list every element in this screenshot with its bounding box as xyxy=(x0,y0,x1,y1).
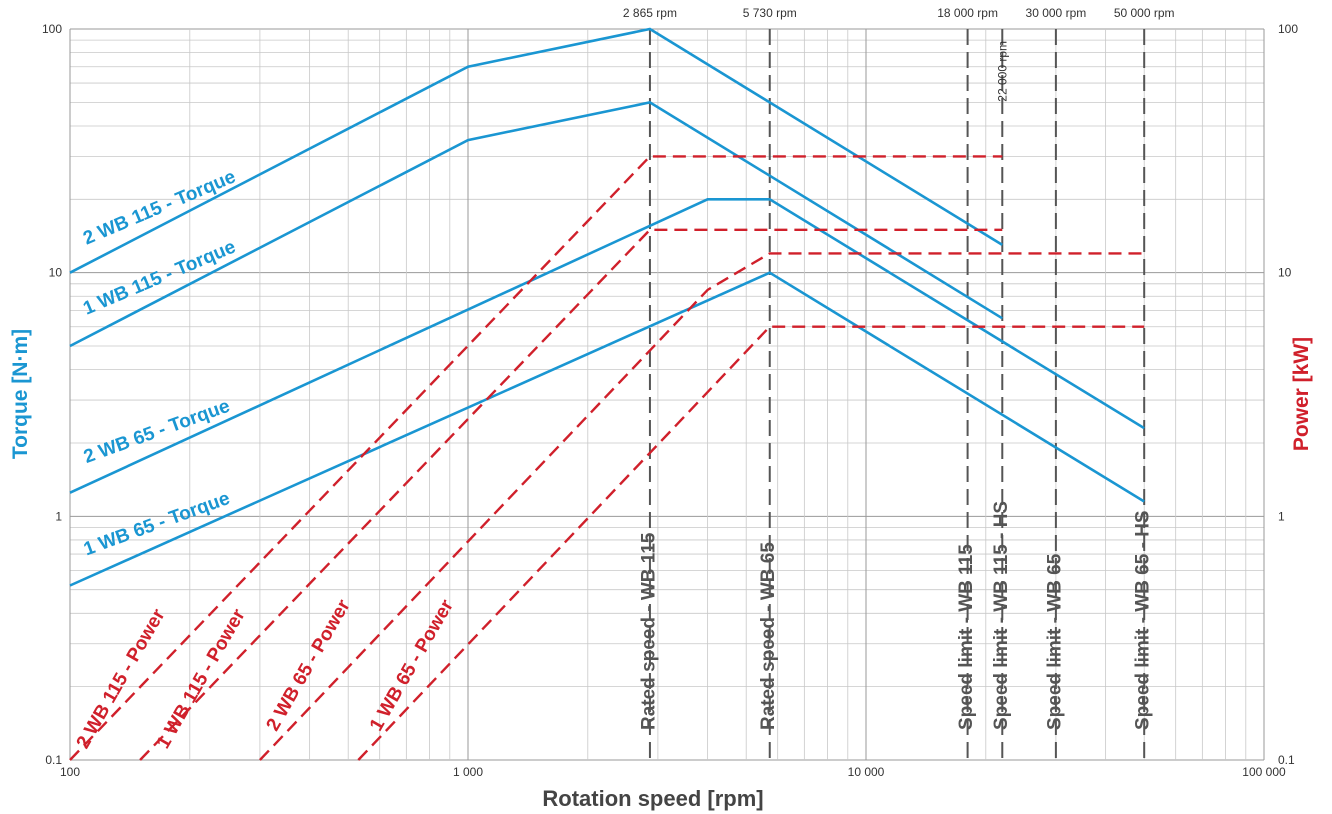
reference-line-label: Speed limit - WB 65 - HS xyxy=(1133,510,1154,730)
reference-lines: 2 865 rpm Rated speed - WB 115 5 730 rpm Ra… xyxy=(623,6,1175,760)
reference-line-label: Speed limit - WB 65 xyxy=(1044,553,1065,730)
x-tick-label: 10 000 xyxy=(848,765,885,779)
y-axis-title-left: Torque [N·m] xyxy=(9,329,32,459)
reference-line-label: Rated speed - WB 65 xyxy=(758,542,779,730)
power-series-line xyxy=(357,325,1145,761)
torque-series-line xyxy=(69,198,1145,494)
y-tick-label-left: 100 xyxy=(42,22,62,36)
grid xyxy=(69,28,1265,761)
x-axis-title: Rotation speed [rpm] xyxy=(542,786,763,811)
reference-rpm-label: 2 865 rpm xyxy=(623,6,677,20)
y-tick-label-right: 10 xyxy=(1278,266,1292,280)
y-tick-label-right: 0.1 xyxy=(1278,753,1295,767)
y-axis-title-right: Power [kW] xyxy=(1290,337,1313,451)
reference-rpm-label: 22 000 rpm xyxy=(995,41,1009,102)
power-series-line xyxy=(139,228,1003,761)
y-tick-label-left: 0.1 xyxy=(45,753,62,767)
power-series-label: 2 WB 115 - Power xyxy=(73,605,170,752)
y-tick-label-right: 100 xyxy=(1278,22,1298,36)
reference-rpm-label: 30 000 rpm xyxy=(1026,6,1087,20)
power-series-label: 2 WB 65 - Power xyxy=(263,596,355,735)
power-series-line xyxy=(259,252,1145,761)
power-series-label: 1 WB 115 - Power xyxy=(153,605,250,752)
reference-line-label: Rated speed - WB 115 xyxy=(638,532,659,730)
x-tick-label: 100 xyxy=(60,765,80,779)
torque-series-line xyxy=(69,27,1003,274)
y-tick-label-left: 1 xyxy=(55,509,62,523)
reference-line-label: Speed limit - WB 115 xyxy=(956,544,977,730)
reference-line-label: Speed limit - WB 115 - HS xyxy=(991,501,1012,730)
reference-rpm-label: 5 730 rpm xyxy=(743,6,797,20)
torque-series-label: 2 WB 65 - Torque xyxy=(81,396,233,468)
torque-series-line xyxy=(69,271,1145,587)
y-tick-label-right: 1 xyxy=(1278,509,1285,523)
power-series-line xyxy=(69,155,1003,761)
torque-series-line xyxy=(69,101,1003,348)
torque-series-label: 1 WB 115 - Torque xyxy=(80,236,239,319)
reference-rpm-label: 50 000 rpm xyxy=(1114,6,1175,20)
reference-rpm-label: 18 000 rpm xyxy=(937,6,998,20)
series-lines xyxy=(69,27,1145,761)
x-tick-label: 100 000 xyxy=(1242,765,1286,779)
y-tick-label-left: 10 xyxy=(49,266,63,280)
x-tick-label: 1 000 xyxy=(453,765,483,779)
torque-series-label: 2 WB 115 - Torque xyxy=(80,166,239,249)
